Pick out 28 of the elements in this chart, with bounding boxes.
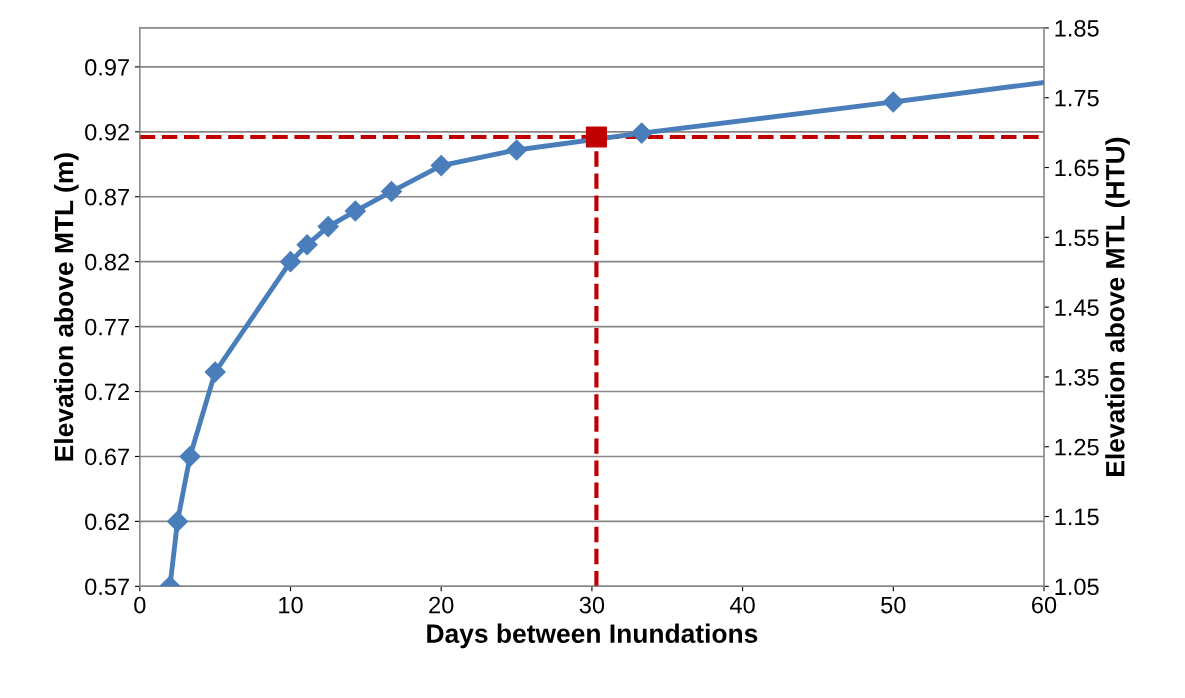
y-tick-label: 0.77 [85, 318, 129, 336]
y-tick-label: 0.57 [85, 578, 129, 596]
y2-tick-label: 1.45 [1055, 299, 1099, 316]
y2-tick-label: 1.15 [1055, 508, 1099, 526]
x-tick-label: 40 [730, 596, 755, 614]
y-tick-label: 0.82 [85, 253, 129, 271]
x-tick-label: 60 [1032, 596, 1057, 614]
y-tick-label: 0.72 [85, 383, 129, 401]
y-axis-title: Elevation above MTL (m) [54, 153, 79, 461]
y-tick-label: 0.62 [85, 513, 129, 531]
y-tick-label: 0.92 [85, 123, 129, 141]
x-tick-label: 10 [279, 596, 303, 614]
y2-tick-label: 1.75 [1055, 90, 1099, 107]
y2-tick-label: 1.35 [1055, 368, 1099, 386]
y2-axis-title: Elevation above MTL (HTU) [1105, 137, 1130, 476]
y2-tick-label: 1.85 [1055, 19, 1099, 37]
x-tick-label: 20 [429, 596, 454, 614]
y-tick-label: 0.67 [85, 448, 129, 466]
x-tick-label: 0 [134, 596, 146, 614]
y2-tick-label: 1.25 [1055, 438, 1099, 456]
x-axis-title: Days between Inundations [427, 623, 758, 649]
y-tick-label: 0.97 [85, 58, 129, 76]
y2-tick-label: 1.65 [1055, 159, 1099, 177]
y2-tick-label: 1.55 [1055, 229, 1099, 247]
y-tick-label: 0.87 [85, 188, 129, 206]
x-tick-label: 30 [579, 596, 605, 614]
x-tick-label: 50 [881, 596, 906, 614]
y2-tick-label: 1.05 [1055, 578, 1099, 596]
